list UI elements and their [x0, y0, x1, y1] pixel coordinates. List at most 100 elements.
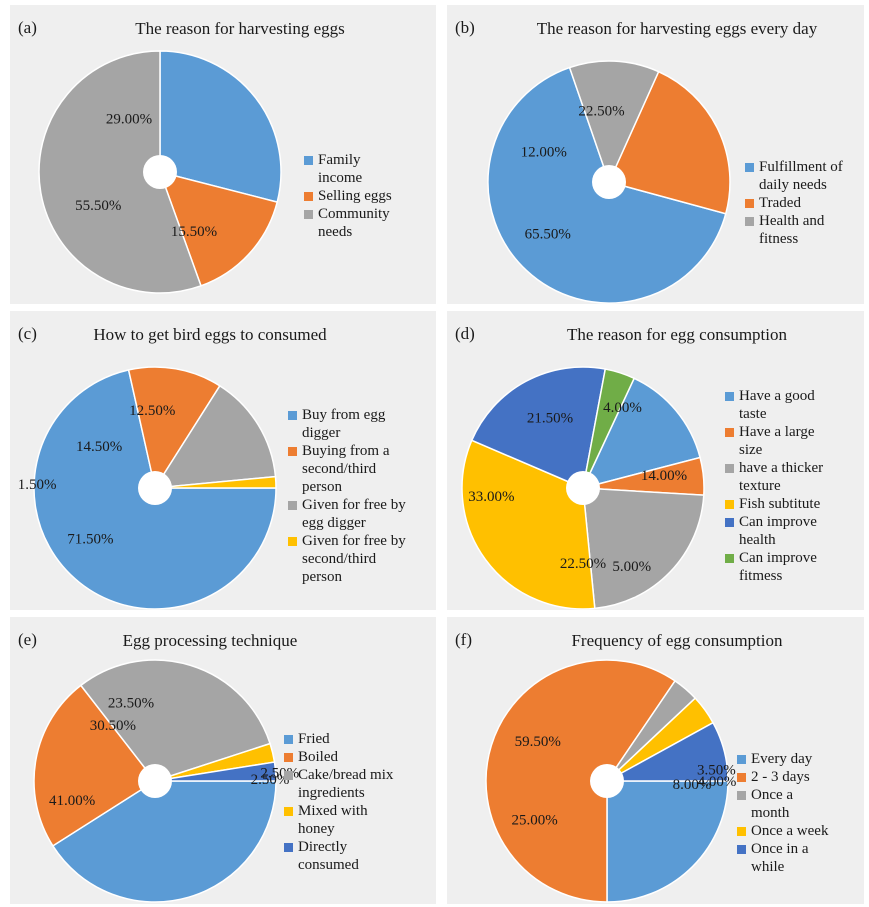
- legend-item: Mixed with honey: [284, 802, 393, 838]
- pie-slice: [581, 377, 702, 490]
- legend-swatch: [725, 518, 734, 527]
- chart-title: The reason for harvesting eggs: [135, 19, 345, 38]
- legend-item: Can improve fitmess: [725, 549, 823, 585]
- legend-label: Buy from egg: [302, 407, 386, 423]
- pie-chart: 29.00% 15.50% 55.50%: [38, 50, 282, 294]
- legend-swatch: [737, 791, 746, 800]
- legend-item: Community needs: [304, 205, 392, 241]
- pie-slice: [607, 70, 731, 215]
- legend-swatch: [288, 501, 297, 510]
- legend-swatch: [725, 464, 734, 473]
- chart-panel-d: (d) The reason for egg consumption 14.00…: [447, 311, 864, 610]
- legend-swatch: [745, 217, 754, 226]
- donut-hole: [590, 764, 624, 798]
- pie-chart: 71.50% 12.50% 14.50% 1.50%: [18, 366, 277, 610]
- slice-value-label: 15.50%: [171, 224, 217, 240]
- legend-label: Health and: [759, 213, 825, 229]
- slice-value-label: 23.50%: [108, 696, 154, 712]
- chart-title: Egg processing technique: [122, 631, 298, 650]
- chart-panel-c: (c) How to get bird eggs to consumed 71.…: [10, 311, 436, 610]
- pie-chart: 14.00% 5.00% 22.50% 33.00% 21.50% 4.00%: [461, 366, 705, 610]
- chart-legend: Family income Selling eggs Community needs: [304, 151, 392, 241]
- legend-item: Directly consumed: [284, 838, 393, 874]
- slice-value-label: 33.00%: [468, 489, 514, 505]
- slice-value-label: 14.50%: [76, 439, 122, 455]
- legend-swatch: [304, 210, 313, 219]
- legend-item: Once in a while: [737, 840, 828, 876]
- legend-swatch: [725, 428, 734, 437]
- panel-tag: (b): [455, 18, 475, 37]
- pie-slice: [582, 368, 636, 489]
- panel-tag: (d): [455, 324, 475, 343]
- slice-value-label: 4.00%: [698, 774, 737, 790]
- slice-value-label: 21.50%: [527, 410, 573, 426]
- legend-label: egg digger: [302, 515, 366, 531]
- chart-legend: Have a good taste Have a large size have a t…: [725, 387, 823, 585]
- pie-slice: [582, 487, 705, 610]
- legend-label: person: [302, 479, 342, 495]
- slice-value-label: 12.00%: [521, 145, 567, 161]
- legend-label: daily needs: [759, 177, 827, 193]
- legend-label: ingredients: [298, 785, 365, 801]
- legend-label: fitness: [759, 231, 799, 247]
- legend-label: Traded: [759, 195, 801, 211]
- legend-item: Once a week: [737, 822, 828, 840]
- chart-legend: Buy from egg digger Buying from a second/th…: [288, 406, 406, 586]
- pie-slice: [159, 50, 282, 204]
- legend-item: Buy from egg digger: [288, 406, 406, 442]
- legend-swatch: [745, 163, 754, 172]
- pie-slice: [79, 659, 272, 782]
- chart-legend: Fulfillment of daily needs Traded Health an…: [745, 158, 843, 248]
- chart-panel-f: (f) Frequency of egg consumption 25.00% 5…: [447, 617, 864, 904]
- legend-label: Given for free by: [302, 533, 406, 549]
- legend-label: person: [302, 569, 342, 585]
- pie-slice: [154, 761, 277, 782]
- legend-swatch: [304, 156, 313, 165]
- legend-swatch: [725, 500, 734, 509]
- legend-item: Fulfillment of daily needs: [745, 158, 843, 194]
- legend-label: second/third: [302, 461, 377, 477]
- legend-label: honey: [298, 821, 335, 837]
- legend-label: Have a large: [739, 424, 815, 440]
- slice-value-label: 41.00%: [49, 793, 95, 809]
- legend-label: Fried: [298, 731, 330, 747]
- legend-swatch: [288, 411, 297, 420]
- legend-item: Once a month: [737, 786, 828, 822]
- legend-swatch: [737, 845, 746, 854]
- chart-panel-a: (a) The reason for harvesting eggs 29.00…: [10, 5, 436, 304]
- slice-value-label: 8.00%: [673, 777, 712, 793]
- chart-title: Frequency of egg consumption: [571, 631, 783, 650]
- chart-title: The reason for egg consumption: [567, 325, 787, 344]
- chart-legend: Every day 2 - 3 days Once a month Once a wee…: [737, 750, 828, 876]
- legend-swatch: [284, 771, 293, 780]
- legend-label: Once a week: [751, 823, 829, 839]
- legend-label: health: [739, 532, 776, 548]
- legend-label: Can improve: [739, 550, 817, 566]
- legend-label: Fulfillment of: [759, 159, 843, 175]
- panel-tag: (e): [18, 630, 37, 649]
- slice-value-label: 59.50%: [515, 734, 561, 750]
- slice-value-label: 65.50%: [525, 226, 571, 242]
- legend-label: Given for free by: [302, 497, 406, 513]
- legend-item: Given for free by egg digger: [288, 496, 406, 532]
- pie-chart: 65.50% 22.50% 12.00%: [487, 60, 731, 304]
- slice-value-label: 22.50%: [560, 556, 606, 572]
- slice-value-label: 55.50%: [75, 198, 121, 214]
- legend-label: Selling eggs: [318, 188, 392, 204]
- legend-label: Every day: [751, 751, 813, 767]
- donut-hole: [592, 165, 626, 199]
- legend-item: Can improve health: [725, 513, 823, 549]
- legend-label: Mixed with: [298, 803, 368, 819]
- pie-slice: [470, 366, 607, 490]
- legend-label: while: [751, 859, 785, 875]
- legend-label: Boiled: [298, 749, 338, 765]
- slice-value-label: 14.00%: [641, 468, 687, 484]
- legend-label: taste: [739, 406, 767, 422]
- slice-value-label: 22.50%: [578, 103, 624, 119]
- pie-slice: [127, 366, 221, 490]
- slice-value-label: 12.50%: [129, 403, 175, 419]
- slice-value-label: 30.50%: [90, 718, 136, 734]
- legend-item: 2 - 3 days: [737, 768, 828, 786]
- legend-swatch: [284, 843, 293, 852]
- legend-label: digger: [302, 425, 341, 441]
